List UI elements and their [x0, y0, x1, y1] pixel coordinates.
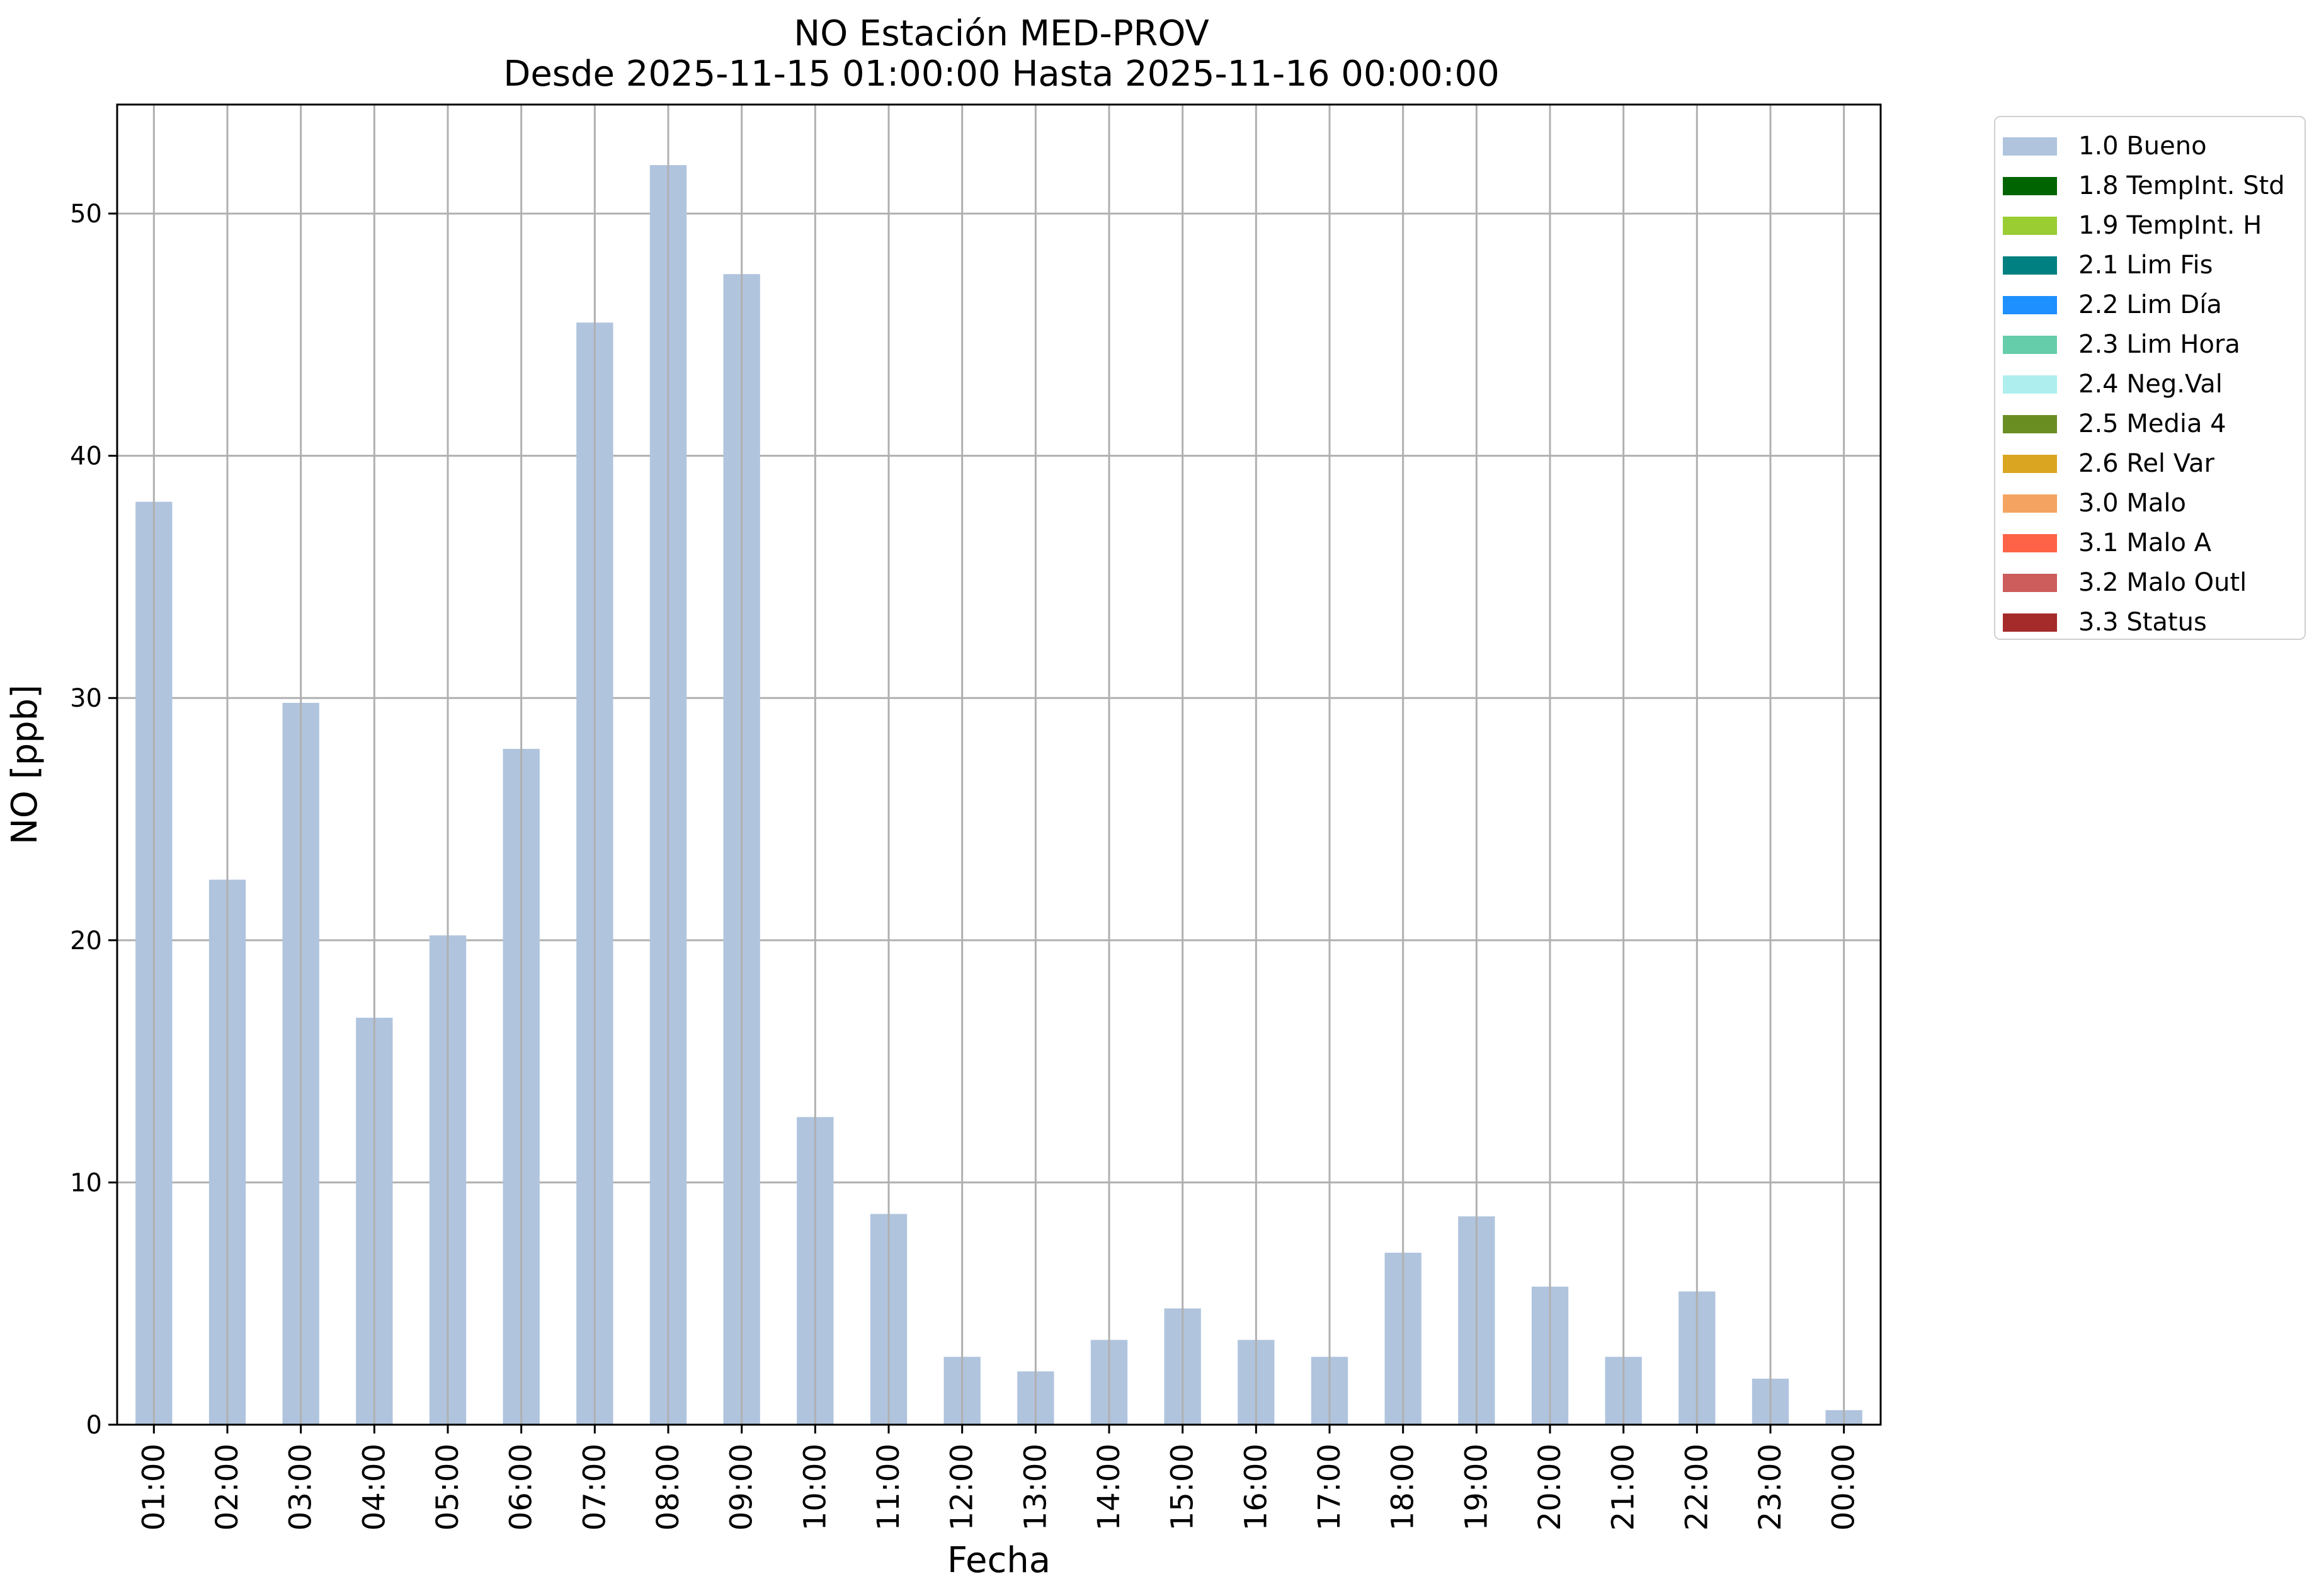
y-tick-label: 10 — [70, 1168, 102, 1197]
legend: 1.0 Bueno 1.8 TempInt. Std 1.9 TempInt. H 2… — [1994, 116, 2306, 640]
legend-swatch — [2003, 534, 2057, 552]
x-tick-label: 18:00 — [1386, 1444, 1421, 1530]
x-tick-label: 01:00 — [136, 1444, 171, 1530]
legend-item: 3.1 Malo A — [1995, 523, 2305, 561]
x-tick-label: 13:00 — [1018, 1444, 1053, 1530]
legend-item: 2.6 Rel Var — [1995, 443, 2305, 481]
chart-title: NO Estación MED-PROV — [794, 13, 1209, 54]
legend-item: 1.0 Bueno — [1995, 126, 2305, 164]
legend-item: 3.0 Malo — [1995, 483, 2305, 521]
y-tick-label: 30 — [70, 684, 102, 713]
x-tick-label: 08:00 — [651, 1444, 686, 1530]
legend-item: 2.1 Lim Fis — [1995, 245, 2305, 283]
y-tick-label: 20 — [70, 926, 102, 955]
legend-swatch — [2003, 256, 2057, 275]
x-tick-label: 02:00 — [210, 1444, 245, 1530]
x-axis-ticks: 01:00 02:00 03:00 04:00 05:00 06:00 07:00 08:00… — [136, 1425, 1862, 1530]
legend-label: 2.3 Lim Hora — [2078, 330, 2240, 359]
x-tick-label: 10:00 — [797, 1444, 833, 1530]
x-tick-label: 07:00 — [577, 1444, 612, 1530]
x-tick-label: 00:00 — [1826, 1444, 1862, 1530]
legend-label: 2.2 Lim Día — [2078, 290, 2222, 319]
legend-swatch — [2003, 375, 2057, 394]
legend-label: 3.1 Malo A — [2078, 528, 2212, 557]
legend-item: 3.3 Status — [1995, 602, 2305, 640]
legend-item: 1.9 TempInt. H — [1995, 205, 2305, 243]
x-tick-label: 21:00 — [1606, 1444, 1641, 1530]
x-tick-label: 17:00 — [1312, 1444, 1347, 1530]
x-tick-label: 03:00 — [283, 1444, 319, 1530]
y-axis-ticks: 0 10 20 30 40 50 — [70, 200, 117, 1440]
legend-label: 2.5 Media 4 — [2078, 409, 2226, 438]
x-tick-label: 16:00 — [1238, 1444, 1273, 1530]
x-tick-label: 14:00 — [1091, 1444, 1127, 1530]
legend-label: 3.3 Status — [2078, 608, 2207, 637]
legend-swatch — [2003, 177, 2057, 195]
legend-swatch — [2003, 137, 2057, 156]
legend-swatch — [2003, 415, 2057, 433]
legend-swatch — [2003, 455, 2057, 473]
x-tick-label: 04:00 — [356, 1444, 392, 1530]
y-tick-label: 0 — [86, 1411, 102, 1440]
legend-swatch — [2003, 217, 2057, 235]
x-tick-label: 19:00 — [1459, 1444, 1494, 1530]
x-tick-label: 11:00 — [871, 1444, 906, 1530]
legend-swatch — [2003, 574, 2057, 592]
legend-swatch — [2003, 494, 2057, 513]
bars — [135, 165, 1862, 1425]
legend-item: 2.4 Neg.Val — [1995, 364, 2305, 402]
plot-frame — [116, 103, 1882, 1426]
x-tick-label: 15:00 — [1165, 1444, 1200, 1530]
legend-label: 3.0 Malo — [2078, 489, 2186, 518]
legend-item: 2.2 Lim Día — [1995, 285, 2305, 322]
legend-label: 2.1 Lim Fis — [2078, 251, 2213, 280]
legend-swatch — [2003, 613, 2057, 632]
legend-item: 2.3 Lim Hora — [1995, 324, 2305, 362]
legend-item: 1.8 TempInt. Std — [1995, 166, 2305, 203]
legend-label: 2.6 Rel Var — [2078, 449, 2214, 478]
x-tick-label: 06:00 — [504, 1444, 539, 1530]
legend-item: 2.5 Media 4 — [1995, 404, 2305, 442]
legend-label: 1.0 Bueno — [2078, 132, 2207, 161]
legend-label: 1.8 TempInt. Std — [2078, 171, 2285, 200]
legend-swatch — [2003, 296, 2057, 314]
y-tick-label: 50 — [70, 200, 102, 229]
y-tick-label: 40 — [70, 442, 102, 471]
legend-label: 1.9 TempInt. H — [2078, 211, 2262, 240]
x-axis-label: Fecha — [947, 1540, 1051, 1581]
x-gridlines — [152, 105, 1845, 1425]
x-tick-label: 20:00 — [1532, 1444, 1568, 1530]
x-tick-label: 22:00 — [1679, 1444, 1714, 1530]
x-tick-label: 05:00 — [430, 1444, 465, 1530]
y-axis-label: NO [ppb] — [4, 685, 45, 845]
x-tick-label: 12:00 — [945, 1444, 980, 1530]
chart-subtitle: Desde 2025-11-15 01:00:00 Hasta 2025-11-… — [503, 54, 1500, 94]
x-tick-label: 23:00 — [1753, 1444, 1788, 1530]
legend-item: 3.2 Malo Outl — [1995, 562, 2305, 600]
legend-swatch — [2003, 336, 2057, 354]
x-tick-label: 09:00 — [724, 1444, 760, 1530]
legend-label: 3.2 Malo Outl — [2078, 568, 2247, 597]
legend-label: 2.4 Neg.Val — [2078, 370, 2223, 399]
